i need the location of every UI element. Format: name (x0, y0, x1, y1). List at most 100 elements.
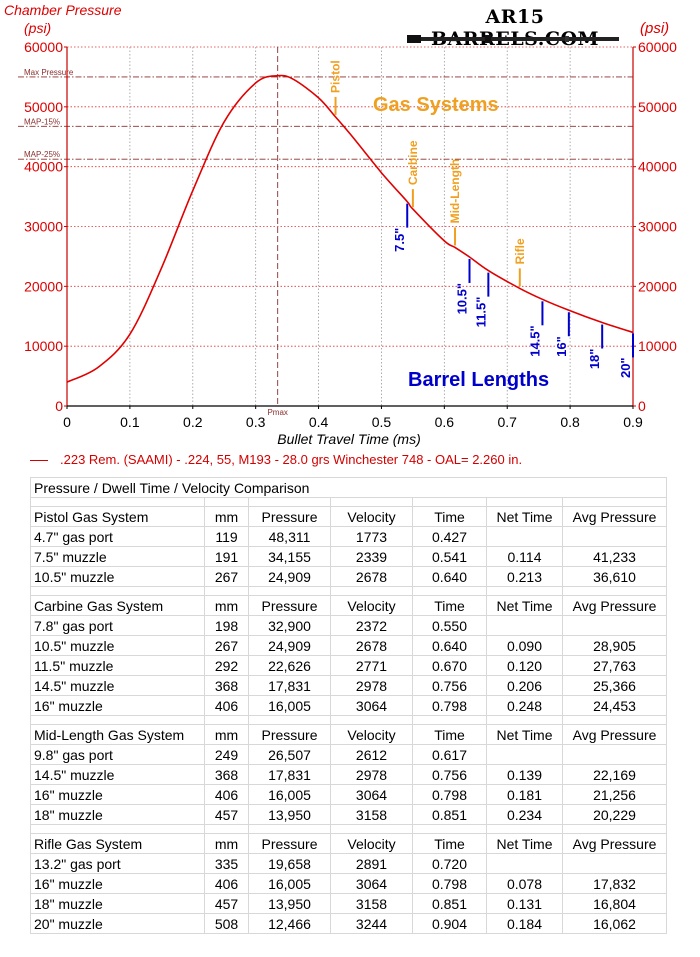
pressure-chart: Chamber Pressure (psi) (psi) Max Pressur… (4, 2, 677, 447)
column-header: Pressure (248, 724, 331, 745)
left-axis-unit: (psi) (24, 20, 51, 36)
legend-text: .223 Rem. (SAAMI) - .224, 55, M193 - 28.… (60, 452, 523, 467)
column-header: Time (412, 833, 487, 854)
table-cell: 2678 (330, 566, 413, 587)
pmax-label: Pmax (267, 408, 287, 417)
table-cell: 18" muzzle (30, 804, 205, 825)
column-header: Net Time (486, 833, 563, 854)
y-tick-label-left: 30000 (24, 219, 63, 235)
table-cell: 17,831 (248, 675, 331, 696)
gap-cell (204, 586, 249, 596)
y-tick-label-left: 40000 (24, 159, 63, 175)
table-cell (561, 526, 668, 547)
table-cell: 119 (204, 526, 249, 547)
x-tick-label: 0.5 (372, 414, 392, 430)
gap-cell (486, 715, 563, 725)
table-row: 4.7" gas port 119 48,311 1773 0.427 (30, 526, 668, 547)
table-row: 11.5" muzzle 292 22,626 2771 0.670 0.120 27,76… (30, 655, 668, 676)
gap-cell (248, 715, 331, 725)
table-cell: 12,466 (248, 913, 331, 934)
y-tick-label-right: 60000 (638, 39, 677, 55)
table-cell: 3244 (330, 913, 413, 934)
column-header: Avg Pressure (561, 506, 668, 527)
table-cell: 3064 (330, 695, 413, 716)
table-cell: 2678 (330, 635, 413, 656)
column-header: mm (204, 833, 249, 854)
table-cell: 368 (204, 764, 249, 785)
table-cell: 27,763 (561, 655, 668, 676)
table-row: 20" muzzle 508 12,466 3244 0.904 0.184 16,062 (30, 913, 668, 934)
table-cell: 16" muzzle (30, 873, 205, 894)
table-cell: 0.851 (412, 804, 487, 825)
column-header: Net Time (486, 506, 563, 527)
gap-cell (330, 586, 413, 596)
column-header: Avg Pressure (561, 595, 668, 616)
reference-line-label: Max Pressure (24, 68, 74, 77)
column-header: mm (204, 595, 249, 616)
column-header: Pressure (248, 833, 331, 854)
table-cell: 16" muzzle (30, 695, 205, 716)
table-row: 14.5" muzzle 368 17,831 2978 0.756 0.139 22,16… (30, 764, 668, 785)
column-header: Time (412, 595, 487, 616)
section-gap (30, 824, 668, 834)
section-title: Rifle Gas System (30, 833, 205, 854)
gap-cell (412, 715, 487, 725)
section-gap (30, 586, 668, 596)
y-tick-label-right: 30000 (638, 219, 677, 235)
x-tick-label: 0.7 (497, 414, 517, 430)
table-cell: 14.5" muzzle (30, 675, 205, 696)
gap-cell (561, 715, 668, 725)
gap-cell (30, 497, 205, 507)
gap-cell (248, 497, 331, 507)
column-header: Net Time (486, 724, 563, 745)
section-title: Pistol Gas System (30, 506, 205, 527)
gap-cell (486, 497, 563, 507)
gap-cell (412, 497, 487, 507)
section-header-row: Pistol Gas System mm Pressure Velocity Time N… (30, 506, 668, 527)
gap-cell (30, 824, 205, 834)
gap-cell (486, 824, 563, 834)
table-cell: 0.798 (412, 873, 487, 894)
table-cell: 335 (204, 853, 249, 874)
barrel-marker-label: 11.5" (473, 297, 488, 328)
table-row: 16" muzzle 406 16,005 3064 0.798 0.248 24,453 (30, 695, 668, 716)
table-cell: 16,062 (561, 913, 668, 934)
column-header: Velocity (330, 595, 413, 616)
table-cell: 368 (204, 675, 249, 696)
table-cell: 24,909 (248, 635, 331, 656)
table-cell: 16,005 (248, 695, 331, 716)
gap-cell (561, 824, 668, 834)
table-cell: 292 (204, 655, 249, 676)
table-cell: 10.5" muzzle (30, 635, 205, 656)
table-cell: 0.131 (486, 893, 563, 914)
gap-cell (204, 824, 249, 834)
logo-text: AR15 BARRELS.COM (430, 6, 600, 50)
x-tick-label: 0.3 (246, 414, 266, 430)
table-cell: 13.2" gas port (30, 853, 205, 874)
table-row: 14.5" muzzle 368 17,831 2978 0.756 0.206 25,36… (30, 675, 668, 696)
barrel-marker-label: 10.5" (454, 283, 469, 314)
table-cell (561, 744, 668, 765)
table-cell: 17,831 (248, 764, 331, 785)
table-cell: 19,658 (248, 853, 331, 874)
table-row: 9.8" gas port 249 26,507 2612 0.617 (30, 744, 668, 765)
gap-cell (330, 497, 413, 507)
table-cell: 10.5" muzzle (30, 566, 205, 587)
section-gap (30, 715, 668, 725)
table-cell: 13,950 (248, 893, 331, 914)
section-header-row: Carbine Gas System mm Pressure Velocity Time… (30, 595, 668, 616)
table-cell: 24,453 (561, 695, 668, 716)
table-cell: 3158 (330, 893, 413, 914)
table-cell: 26,507 (248, 744, 331, 765)
table-cell: 11.5" muzzle (30, 655, 205, 676)
table-cell: 0.640 (412, 635, 487, 656)
table-cell: 28,905 (561, 635, 668, 656)
table-cell: 406 (204, 695, 249, 716)
table-cell: 1773 (330, 526, 413, 547)
table-cell: 0.798 (412, 695, 487, 716)
table-title: Pressure / Dwell Time / Velocity Compari… (29, 477, 668, 498)
site-logo: AR15 BARRELS.COM (405, 6, 625, 50)
table-cell: 0.206 (486, 675, 563, 696)
table-row: 10.5" muzzle 267 24,909 2678 0.640 0.090 28,90… (30, 635, 668, 656)
